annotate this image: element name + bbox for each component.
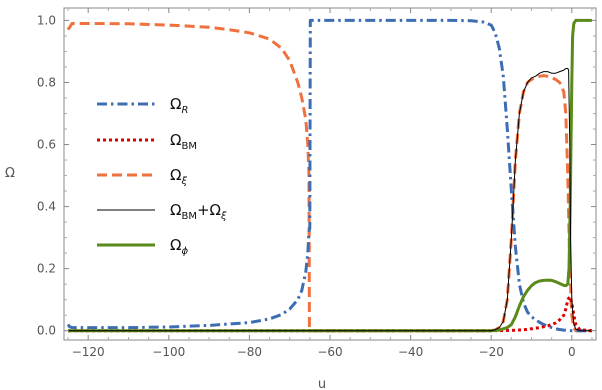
legend-label: ΩR — [170, 95, 188, 116]
x-axis-label: u — [318, 377, 326, 390]
series-line-2 — [66, 22, 592, 333]
legend-label: Ωϕ — [170, 236, 188, 257]
y-tick-label: 0.0 — [37, 324, 56, 338]
x-tick-label: −20 — [479, 345, 504, 359]
legend: ΩR ΩBM Ωξ ΩBM+Ωξ Ωϕ — [97, 95, 227, 257]
x-tick-label: −40 — [398, 345, 423, 359]
series-line-0 — [66, 18, 592, 333]
series-line-4 — [68, 18, 592, 333]
x-tick-label: −100 — [152, 345, 185, 359]
series-line-1 — [68, 295, 593, 333]
x-tick-label: −80 — [237, 345, 262, 359]
legend-label: Ωξ — [170, 166, 187, 187]
legend-label: ΩBM+Ωξ — [170, 201, 227, 222]
x-tick-label: 0 — [568, 345, 576, 359]
y-tick-label: 0.6 — [37, 138, 56, 152]
series-lines — [66, 18, 593, 333]
axis-ticks: −120 −100 −80 −60 −40 −20 0 0.0 0.2 0.4 0.6 0.8 1.0 — [37, 8, 596, 359]
y-tick-label: 0.8 — [37, 75, 56, 89]
legend-label: ΩBM — [170, 131, 197, 152]
x-tick-label: −120 — [72, 345, 105, 359]
x-tick-label: −60 — [317, 345, 342, 359]
series-line-3 — [68, 68, 592, 332]
y-tick-label: 1.0 — [37, 13, 56, 27]
y-tick-label: 0.4 — [37, 200, 56, 214]
y-axis-label: Ω — [5, 166, 15, 181]
y-tick-label: 0.2 — [37, 262, 56, 276]
